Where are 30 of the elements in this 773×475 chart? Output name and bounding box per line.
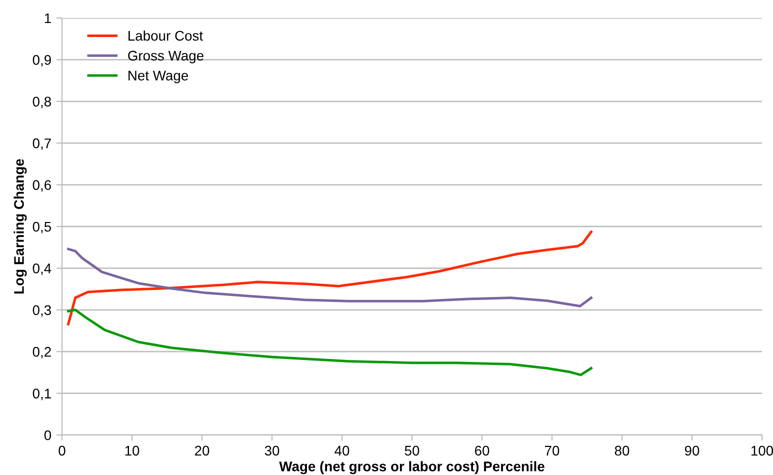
y-tick-label: 0,5 (32, 222, 52, 234)
y-tick-label: 0,6 (32, 180, 51, 192)
line-series (67, 308, 592, 376)
x-tick-label: 100 (751, 446, 773, 456)
legend-label: Net Wage (128, 70, 188, 84)
y-axis-title: Log Earning Change (14, 159, 27, 294)
y-tick-label: 0,9 (32, 55, 51, 67)
y-tick-label: 0,2 (32, 346, 51, 358)
x-tick-label: 20 (194, 446, 210, 456)
x-tick-label: 90 (684, 446, 700, 456)
line-series (67, 248, 592, 308)
y-tick-label: 0 (44, 430, 52, 440)
x-tick-label: 0 (58, 446, 66, 456)
x-tick-label: 50 (404, 446, 420, 456)
x-axis-title: Wage (net gross or labor cost) Percenile (279, 461, 544, 474)
x-tick-label: 80 (614, 446, 630, 456)
x-tick-label: 10 (125, 446, 140, 456)
y-tick-label: 0,7 (32, 138, 51, 150)
legend-label: Gross Wage (128, 50, 204, 64)
legend-label: Labour Cost (128, 30, 203, 41)
x-tick-label: 60 (474, 446, 490, 456)
x-tick-label: 30 (264, 446, 280, 456)
y-tick-label: 0,4 (32, 264, 52, 276)
y-tick-label: 0,3 (32, 305, 51, 317)
x-tick-label: 40 (334, 446, 350, 456)
y-tick-label: 1 (44, 13, 51, 24)
x-tick-label: 70 (544, 446, 560, 456)
line-series (67, 230, 592, 326)
y-tick-label: 0,1 (32, 388, 51, 400)
y-tick-label: 0,8 (32, 96, 51, 108)
